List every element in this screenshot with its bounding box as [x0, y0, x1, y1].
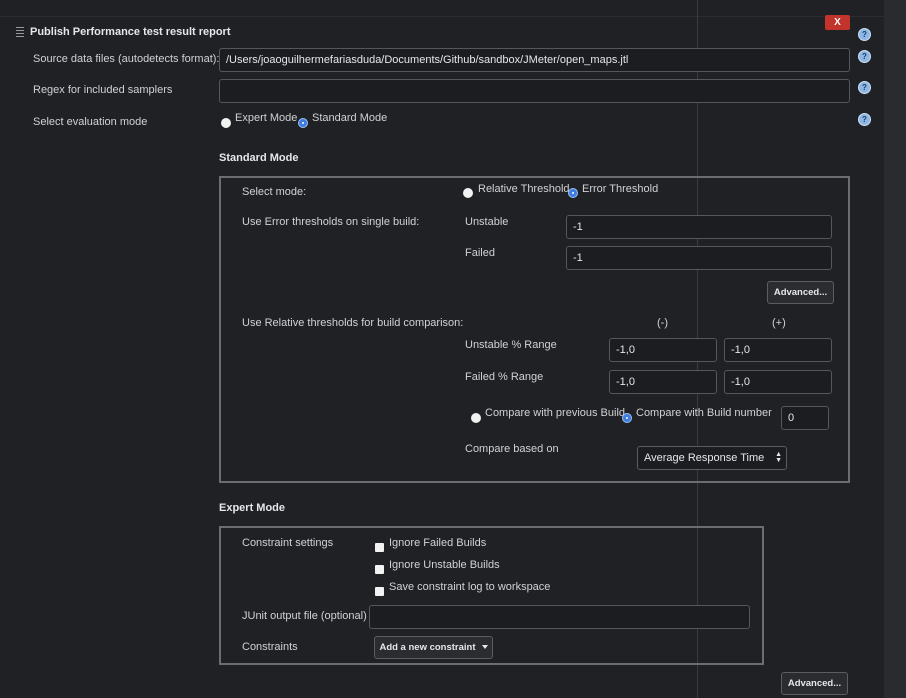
- unstable-threshold-input[interactable]: -1: [566, 215, 832, 239]
- constraint-settings-label: Constraint settings: [242, 537, 334, 549]
- ignore-failed-builds-checkbox[interactable]: [375, 543, 384, 552]
- expert-mode-radio[interactable]: [221, 118, 231, 128]
- relative-threshold-radio-label[interactable]: Relative Threshold: [478, 183, 570, 195]
- standard-mode-heading: Standard Mode: [219, 152, 299, 164]
- ignore-failed-builds-label[interactable]: Ignore Failed Builds: [389, 537, 487, 549]
- standard-mode-radio[interactable]: [298, 118, 308, 128]
- minus-column-header: (-): [657, 317, 668, 329]
- regex-label: Regex for included samplers: [33, 84, 173, 96]
- compare-previous-build-label[interactable]: Compare with previous Build: [485, 407, 626, 419]
- select-mode-label: Select mode:: [242, 186, 307, 198]
- ignore-unstable-builds-label[interactable]: Ignore Unstable Builds: [389, 559, 500, 571]
- failed-threshold-input[interactable]: -1: [566, 246, 832, 270]
- constraints-label: Constraints: [242, 641, 298, 653]
- help-icon[interactable]: ?: [858, 81, 871, 94]
- compare-based-label: Compare based on: [465, 443, 559, 455]
- error-thresholds-label: Use Error thresholds on single build:: [242, 216, 420, 228]
- build-number-input[interactable]: 0: [781, 406, 829, 430]
- error-threshold-radio[interactable]: [568, 188, 578, 198]
- failed-label: Failed: [465, 247, 495, 259]
- expert-mode-radio-label[interactable]: Expert Mode: [235, 112, 298, 124]
- expert-mode-box: [219, 526, 764, 665]
- junit-output-input[interactable]: [369, 605, 750, 629]
- unstable-range-label: Unstable % Range: [465, 339, 557, 351]
- drag-handle-icon[interactable]: [16, 27, 24, 39]
- failed-range-minus-input[interactable]: -1,0: [609, 370, 717, 394]
- advanced-button[interactable]: Advanced...: [767, 281, 834, 304]
- error-threshold-radio-label[interactable]: Error Threshold: [582, 183, 659, 195]
- standard-mode-radio-label[interactable]: Standard Mode: [312, 112, 388, 124]
- add-constraint-button[interactable]: Add a new constraint: [374, 636, 493, 659]
- relative-thresholds-label: Use Relative thresholds for build compar…: [242, 317, 464, 329]
- close-button[interactable]: X: [825, 15, 850, 30]
- unstable-range-plus-input[interactable]: -1,0: [724, 338, 832, 362]
- ignore-unstable-builds-checkbox[interactable]: [375, 565, 384, 574]
- failed-range-label: Failed % Range: [465, 371, 544, 383]
- regex-input[interactable]: [219, 79, 850, 103]
- save-constraint-log-label[interactable]: Save constraint log to workspace: [389, 581, 551, 593]
- junit-output-label: JUnit output file (optional): [242, 610, 367, 622]
- chevron-down-icon: [481, 645, 488, 650]
- plus-column-header: (+): [772, 317, 786, 329]
- source-files-label: Source data files (autodetects format):: [33, 53, 220, 65]
- select-arrows-icon: ▲ ▼: [775, 451, 782, 464]
- compare-build-number-radio[interactable]: [622, 413, 632, 423]
- failed-range-plus-input[interactable]: -1,0: [724, 370, 832, 394]
- compare-based-value: Average Response Time: [644, 452, 765, 464]
- help-icon[interactable]: ?: [858, 28, 871, 41]
- unstable-label: Unstable: [465, 216, 509, 228]
- divider: [0, 16, 884, 17]
- source-files-input[interactable]: /Users/joaoguilhermefariasduda/Documents…: [219, 48, 850, 72]
- unstable-range-minus-input[interactable]: -1,0: [609, 338, 717, 362]
- relative-threshold-radio[interactable]: [463, 188, 473, 198]
- expert-mode-heading: Expert Mode: [219, 502, 286, 514]
- add-constraint-label: Add a new constraint: [379, 642, 476, 653]
- section-title: Publish Performance test result report: [30, 26, 231, 38]
- compare-build-number-label[interactable]: Compare with Build number: [636, 407, 772, 419]
- help-icon[interactable]: ?: [858, 113, 871, 126]
- standard-mode-box: [219, 176, 850, 483]
- save-constraint-log-checkbox[interactable]: [375, 587, 384, 596]
- evaluation-mode-label: Select evaluation mode: [33, 116, 148, 128]
- footer-advanced-button[interactable]: Advanced...: [781, 672, 848, 695]
- scroll-gutter: [884, 0, 906, 698]
- compare-previous-build-radio[interactable]: [471, 413, 481, 423]
- compare-based-select[interactable]: Average Response Time ▲ ▼: [637, 446, 787, 470]
- help-icon[interactable]: ?: [858, 50, 871, 63]
